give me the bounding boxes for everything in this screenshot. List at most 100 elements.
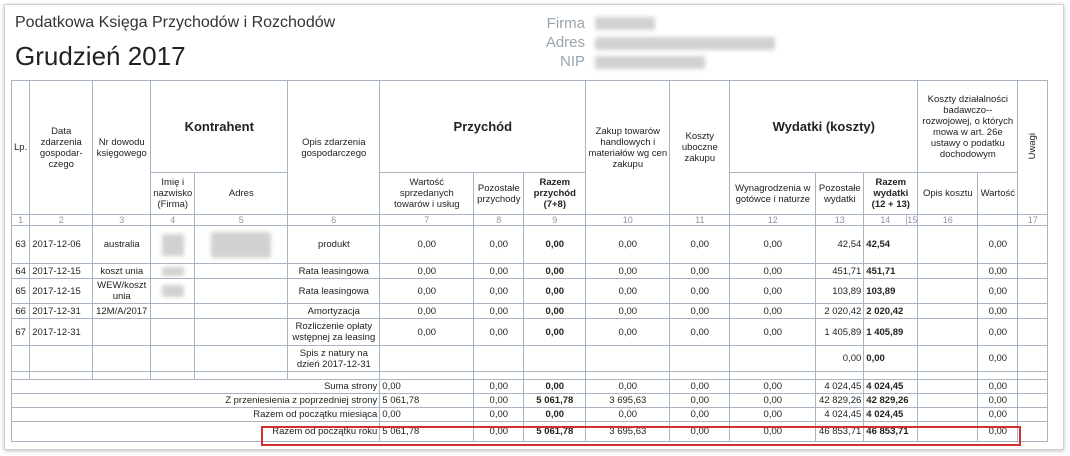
row-c9 [523, 345, 587, 372]
summary-c10: 0,00 [585, 407, 671, 422]
ledger-table: Lp. Data zdarzenia gospodar-czego Nr dow… [10, 80, 1049, 442]
row-date: 2017-12-31 [29, 303, 94, 319]
row-rd-desc [917, 303, 979, 319]
summary-c16v: 0,00 [977, 379, 1019, 394]
summary-c8: 0,00 [473, 379, 525, 394]
row-c12 [729, 345, 817, 372]
row-desc: produkt [287, 225, 381, 264]
row-c11: 0,00 [669, 263, 731, 279]
row-c13: 451,71 [815, 263, 865, 279]
colnum: 16 [917, 214, 979, 226]
row-notes [1017, 345, 1049, 372]
redacted-name [161, 285, 184, 297]
row-c13: 1 405,89 [815, 318, 865, 346]
row-c7: 0,00 [379, 318, 475, 346]
redacted-name [161, 266, 184, 276]
summary-c7: 0,00 [379, 379, 475, 394]
row-lp [10, 345, 31, 372]
row-date: 2017-12-31 [29, 318, 94, 346]
row-c11: 0,00 [669, 278, 731, 304]
row-c7: 0,00 [379, 263, 475, 279]
summary-c14: 4 024,45 [863, 379, 919, 394]
summary-c14: 4 024,45 [863, 407, 919, 422]
row-notes [1017, 318, 1049, 346]
row-date: 2017-12-15 [29, 263, 94, 279]
row-doc: WEW/koszt unia [92, 278, 152, 304]
col-contractor: Kontrahent [150, 80, 289, 173]
row-notes [1017, 303, 1049, 319]
row-c8: 0,00 [473, 303, 525, 319]
year-total-highlight [261, 426, 1021, 446]
table-row: 66 2017-12-31 12M/A/2017 Amortyzacja 0,0… [10, 303, 1049, 319]
colnum: 6 [287, 214, 381, 226]
row-c8: 0,00 [473, 278, 525, 304]
colnum: 3 [92, 214, 152, 226]
row-name [150, 318, 196, 346]
redacted-firm [595, 17, 655, 30]
row-c9: 0,00 [523, 303, 587, 319]
summary-c9: 5 061,78 [523, 393, 587, 408]
row-c16v: 0,00 [977, 225, 1019, 264]
row-doc [92, 345, 152, 372]
summary-label: Suma strony [10, 379, 381, 394]
row-c16v: 0,00 [977, 278, 1019, 304]
row-desc: Rozliczenie opłaty wstępnej za leasing [287, 318, 381, 346]
row-c10: 0,00 [585, 263, 671, 279]
row-lp: 65 [10, 278, 31, 304]
summary-c12: 0,00 [729, 407, 817, 422]
col-name: Imię i nazwisko (Firma) [150, 172, 196, 215]
row-c14: 0,00 [863, 345, 919, 372]
row-address [194, 278, 289, 304]
table-spacer-row [10, 371, 1049, 380]
summary-label: Z przeniesienia z poprzedniej strony [10, 393, 381, 408]
row-date: 2017-12-15 [29, 278, 94, 304]
row-desc: Amortyzacja [287, 303, 381, 319]
summary-c11: 0,00 [669, 393, 731, 408]
row-desc: Rata leasingowa [287, 278, 381, 304]
row-c7: 0,00 [379, 225, 475, 264]
row-c16v: 0,00 [977, 318, 1019, 346]
row-c13: 103,89 [815, 278, 865, 304]
row-address [194, 263, 289, 279]
row-doc: australia [92, 225, 152, 264]
summary-c16v: 0,00 [977, 407, 1019, 422]
row-name [150, 345, 196, 372]
col-other-expenses: Pozostałe wydatki [815, 172, 865, 215]
row-desc: Spis z natury na dzień 2017-12-31 [287, 345, 381, 372]
row-name [150, 263, 196, 279]
row-c12: 0,00 [729, 318, 817, 346]
row-c8: 0,00 [473, 225, 525, 264]
summary-c13: 4 024,45 [815, 379, 865, 394]
table-row: 67 2017-12-31 Rozliczenie opłaty wstępne… [10, 318, 1049, 346]
row-desc: Rata leasingowa [287, 263, 381, 279]
summary-c13: 4 024,45 [815, 407, 865, 422]
row-c9: 0,00 [523, 318, 587, 346]
col-rd-costs: Koszty działalności badawczo--rozwojowej… [917, 80, 1019, 173]
col-description: Opis zdarzenia gospodarczego [287, 80, 381, 215]
row-c16v: 0,00 [977, 345, 1019, 372]
colnum: 10 [585, 214, 671, 226]
row-c14: 451,71 [863, 263, 919, 279]
summary-c9: 0,00 [523, 407, 587, 422]
col-address: Adres [194, 172, 289, 215]
row-c13: 2 020,42 [815, 303, 865, 319]
row-rd-desc [917, 278, 979, 304]
row-c14: 2 020,42 [863, 303, 919, 319]
row-name [150, 225, 196, 264]
book-title: Podatkowa Księga Przychodów i Rozchodów [15, 14, 336, 31]
row-c14: 1 405,89 [863, 318, 919, 346]
address-label: Adres [545, 34, 585, 51]
table-row: 65 2017-12-15 WEW/koszt unia Rata leasin… [10, 278, 1049, 304]
colnum: 11 [669, 214, 731, 226]
col-notes: Uwagi [1017, 80, 1049, 215]
redacted-nip [595, 56, 705, 69]
summary-c16v: 0,00 [977, 393, 1019, 408]
row-c12: 0,00 [729, 278, 817, 304]
col-date: Data zdarzenia gospodar-czego [29, 80, 94, 215]
summary-c10: 0,00 [585, 379, 671, 394]
colnum: 15 [906, 214, 919, 226]
row-notes [1017, 225, 1049, 264]
company-meta-labels: Firma Adres NIP [525, 14, 585, 71]
redacted-address-cell [211, 231, 272, 258]
row-c7: 0,00 [379, 278, 475, 304]
